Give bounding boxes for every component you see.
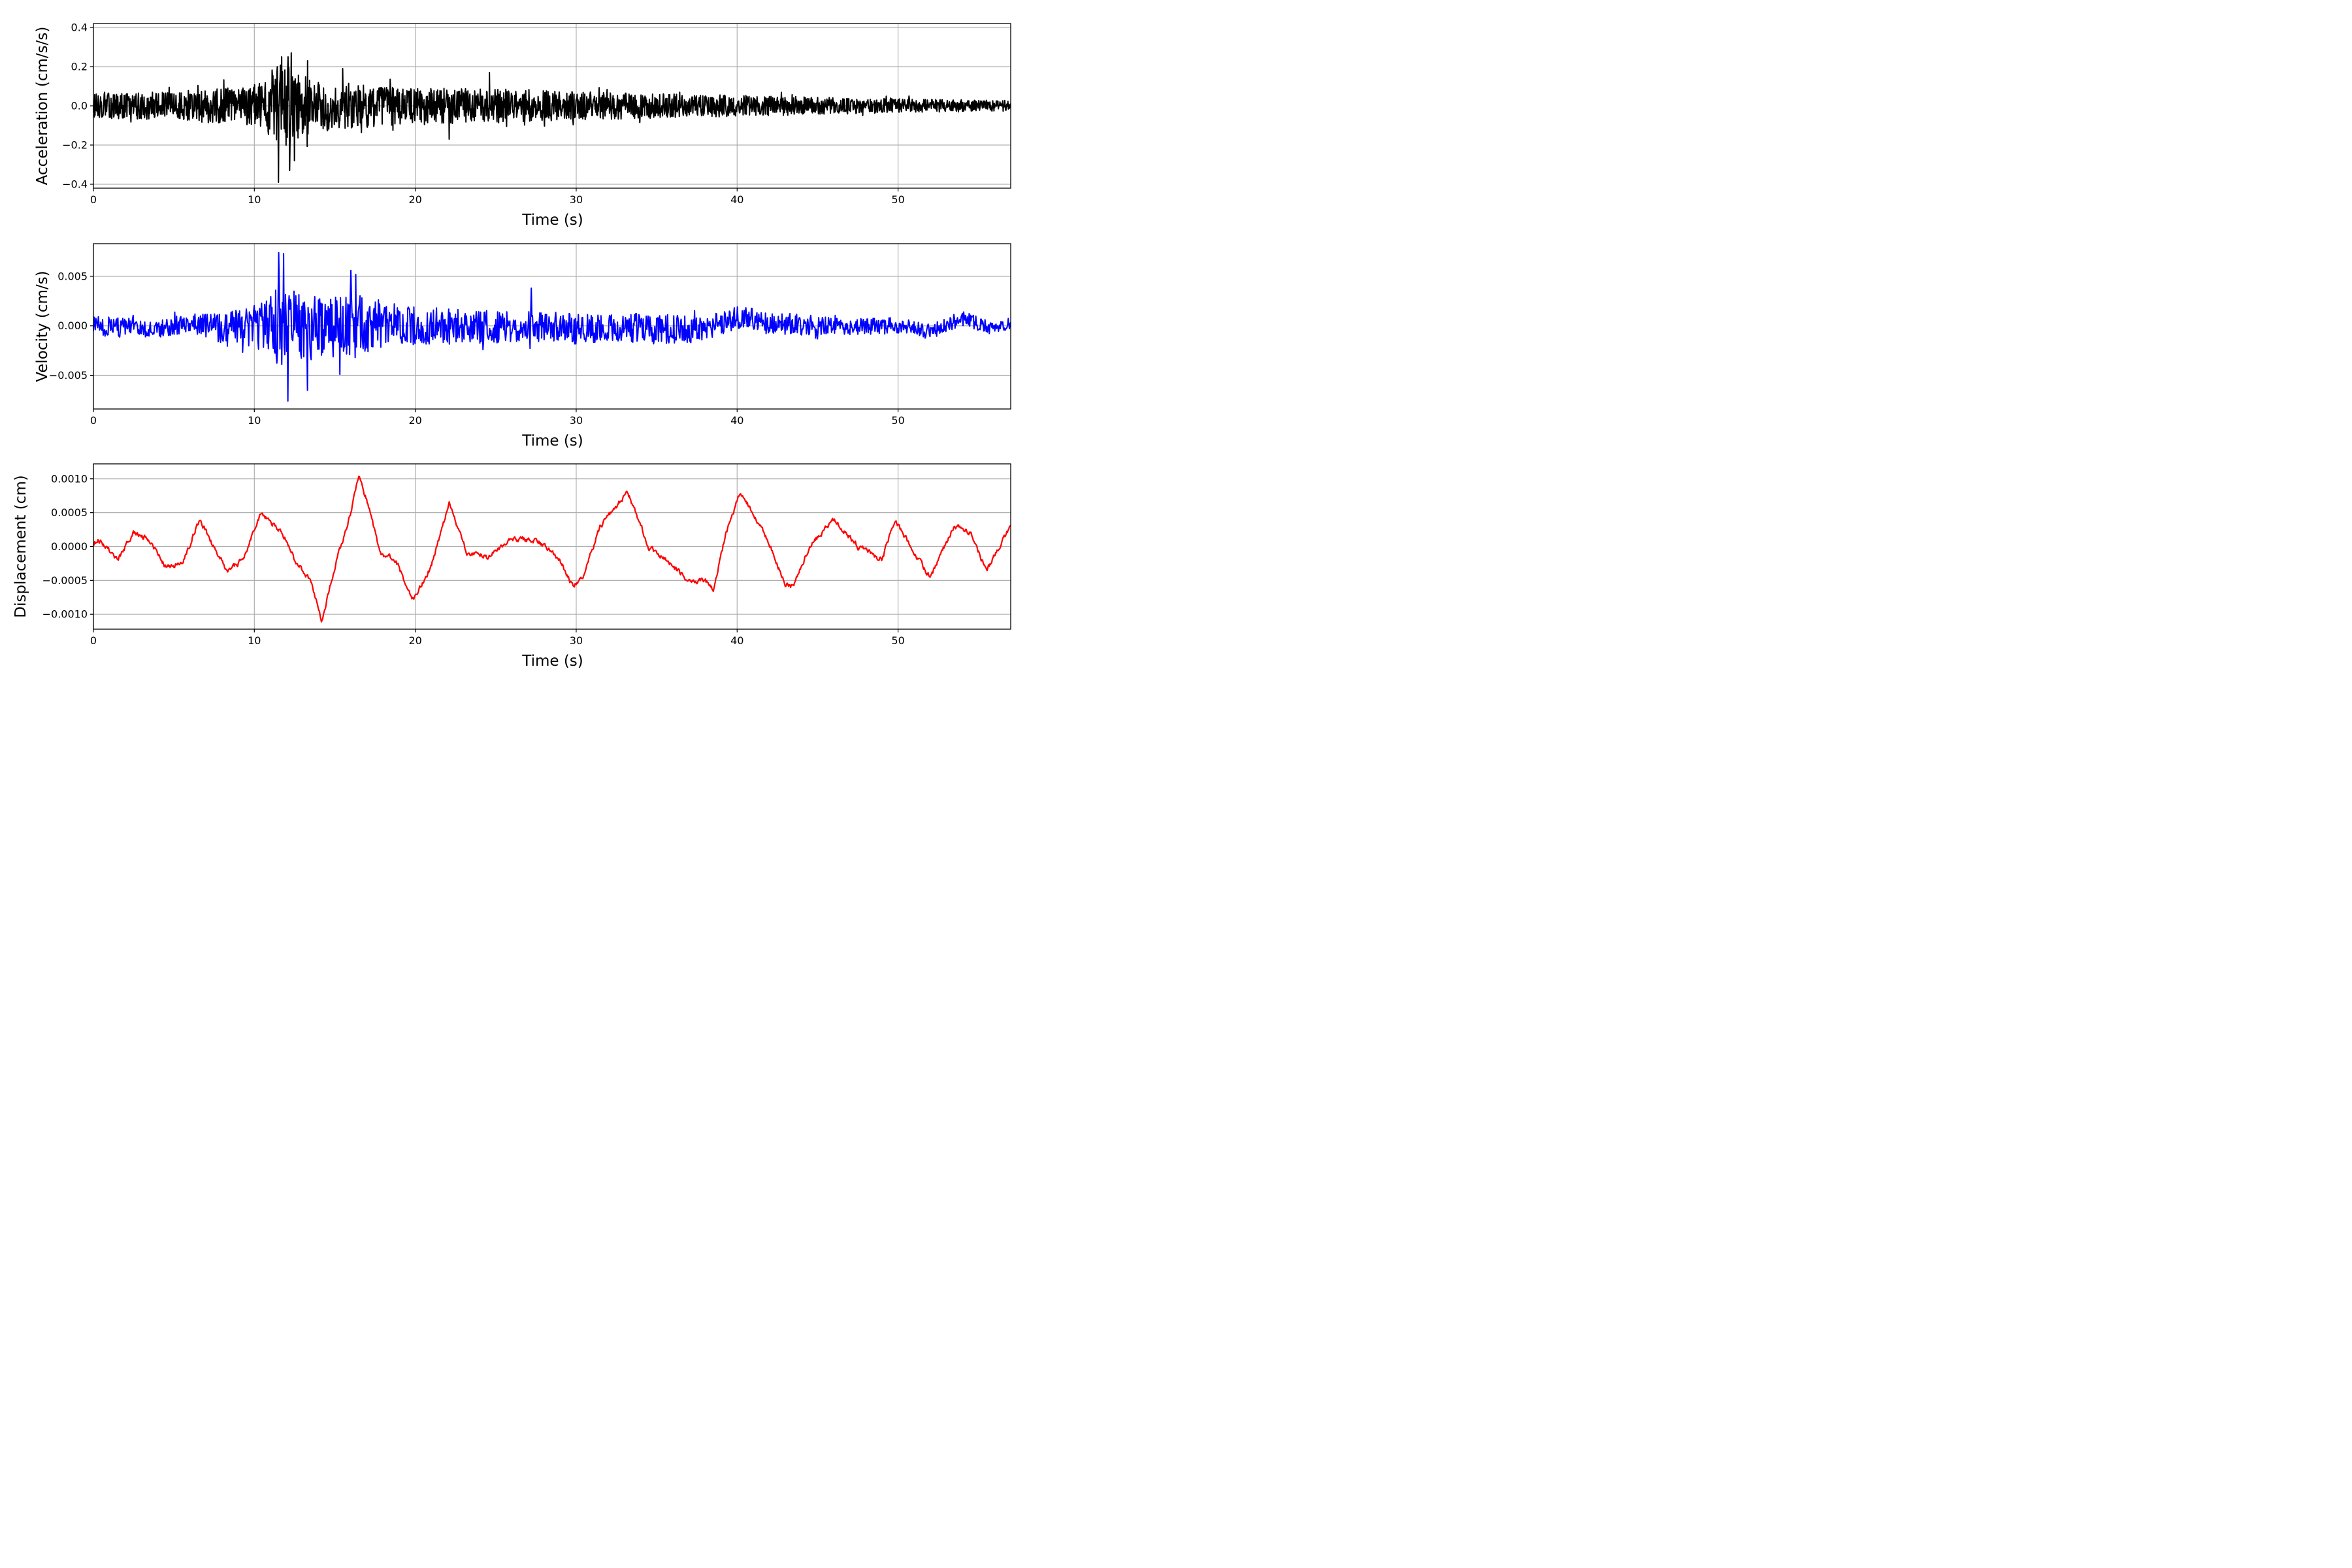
acceleration-series-line [93, 52, 1011, 183]
displacement-x-tick-label: 20 [408, 634, 421, 647]
displacement-x-tick-label: 0 [90, 634, 97, 647]
velocity-y-tick-label: 0.000 [57, 319, 88, 332]
velocity-axes-frame [93, 243, 1011, 410]
velocity-series-line [93, 252, 1011, 402]
displacement-y-axis-label: Displacement (cm) [12, 475, 29, 617]
velocity-x-tick-label: 30 [570, 414, 583, 427]
displacement-panel: 0 10 20 30 40 50 −0.0010 −0.0005 0.0000 0.0005 0.0… [12, 463, 1011, 670]
acceleration-panel: 0 10 20 30 40 50 −0.4 −0.2 0.0 0.2 0.4 Time (s) Acce… [34, 22, 1011, 229]
displacement-y-tick-label: 0.0000 [51, 540, 88, 553]
acceleration-x-tick-label: 10 [248, 193, 261, 206]
velocity-y-tick-label: 0.005 [57, 270, 88, 282]
velocity-x-tick-label: 50 [891, 414, 904, 427]
acceleration-y-tick-label: 0.2 [71, 61, 88, 73]
displacement-y-tick-label: −0.0010 [42, 608, 88, 621]
acceleration-x-tick-label: 20 [408, 193, 421, 206]
acceleration-x-tick-label: 50 [891, 193, 904, 206]
acceleration-x-axis-label: Time (s) [521, 212, 583, 229]
velocity-x-tick-label: 0 [90, 414, 97, 427]
acceleration-y-tick-label: −0.4 [62, 178, 88, 191]
acceleration-x-tick-label: 30 [570, 193, 583, 206]
velocity-x-tick-label: 10 [248, 414, 261, 427]
displacement-y-tick-label: 0.0010 [51, 472, 88, 485]
displacement-x-tick-label: 10 [248, 634, 261, 647]
figure: 0 10 20 30 40 50 −0.4 −0.2 0.0 0.2 0.4 Time (s) Acce… [12, 22, 1011, 670]
displacement-y-tick-label: −0.0005 [42, 574, 88, 587]
acceleration-y-tick-label: 0.4 [71, 22, 88, 34]
acceleration-y-tick-label: −0.2 [62, 139, 88, 152]
velocity-y-axis-label: Velocity (cm/s) [34, 270, 51, 382]
velocity-y-tick-label: −0.005 [49, 369, 88, 382]
displacement-x-tick-label: 50 [891, 634, 904, 647]
acceleration-x-tick-label: 0 [90, 193, 97, 206]
velocity-x-tick-label: 40 [730, 414, 743, 427]
acceleration-y-axis-label: Acceleration (cm/s/s) [34, 27, 51, 186]
displacement-series-line [93, 475, 1011, 623]
displacement-y-tick-label: 0.0005 [51, 506, 88, 519]
velocity-x-tick-label: 20 [408, 414, 421, 427]
acceleration-x-tick-label: 40 [730, 193, 743, 206]
acceleration-y-tick-label: 0.0 [71, 100, 88, 112]
velocity-panel: 0 10 20 30 40 50 −0.005 0.000 0.005 Time (s) Veloc… [34, 243, 1011, 449]
displacement-x-axis-label: Time (s) [521, 653, 583, 670]
displacement-x-tick-label: 30 [570, 634, 583, 647]
velocity-x-axis-label: Time (s) [521, 433, 583, 449]
displacement-x-tick-label: 40 [730, 634, 743, 647]
